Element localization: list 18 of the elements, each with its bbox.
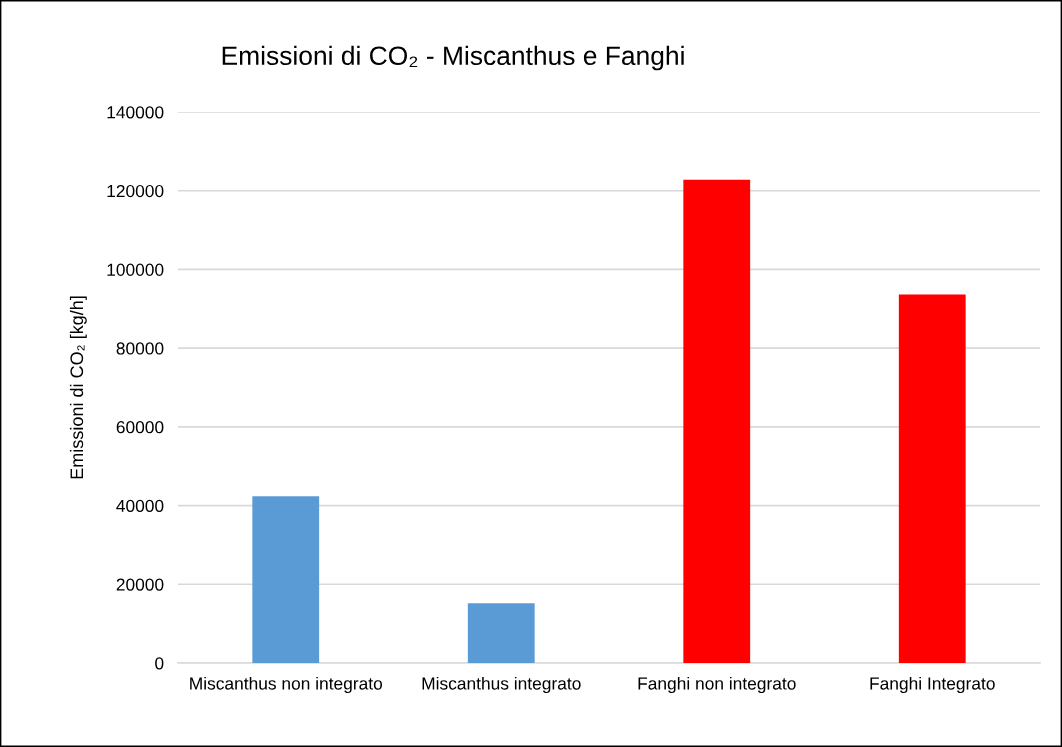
y-axis-title: Emissioni di CO₂ [kg/h] <box>69 296 87 479</box>
y-tick-label: 40000 <box>116 499 164 513</box>
y-tick-label: 60000 <box>116 421 164 434</box>
y-tick-label: 20000 <box>116 578 164 591</box>
bar <box>467 603 535 663</box>
bar <box>252 496 320 663</box>
x-tick-label: Fanghi non integrato <box>638 676 796 694</box>
x-tick-label: Miscanthus integrato <box>422 676 581 694</box>
y-tick-label: 0 <box>155 657 164 670</box>
y-tick-label: 140000 <box>107 106 164 119</box>
bar <box>683 179 751 663</box>
chart-title: Emissioni di CO₂ - Miscanthus e Fanghi <box>222 45 684 71</box>
y-tick-label: 100000 <box>107 263 164 276</box>
y-tick-label: 80000 <box>116 342 164 355</box>
x-tick-label: Miscanthus non integrato <box>190 676 383 694</box>
x-tick-label: Fanghi Integrato <box>870 676 995 694</box>
bar <box>898 294 966 663</box>
y-tick-label: 120000 <box>107 184 164 198</box>
